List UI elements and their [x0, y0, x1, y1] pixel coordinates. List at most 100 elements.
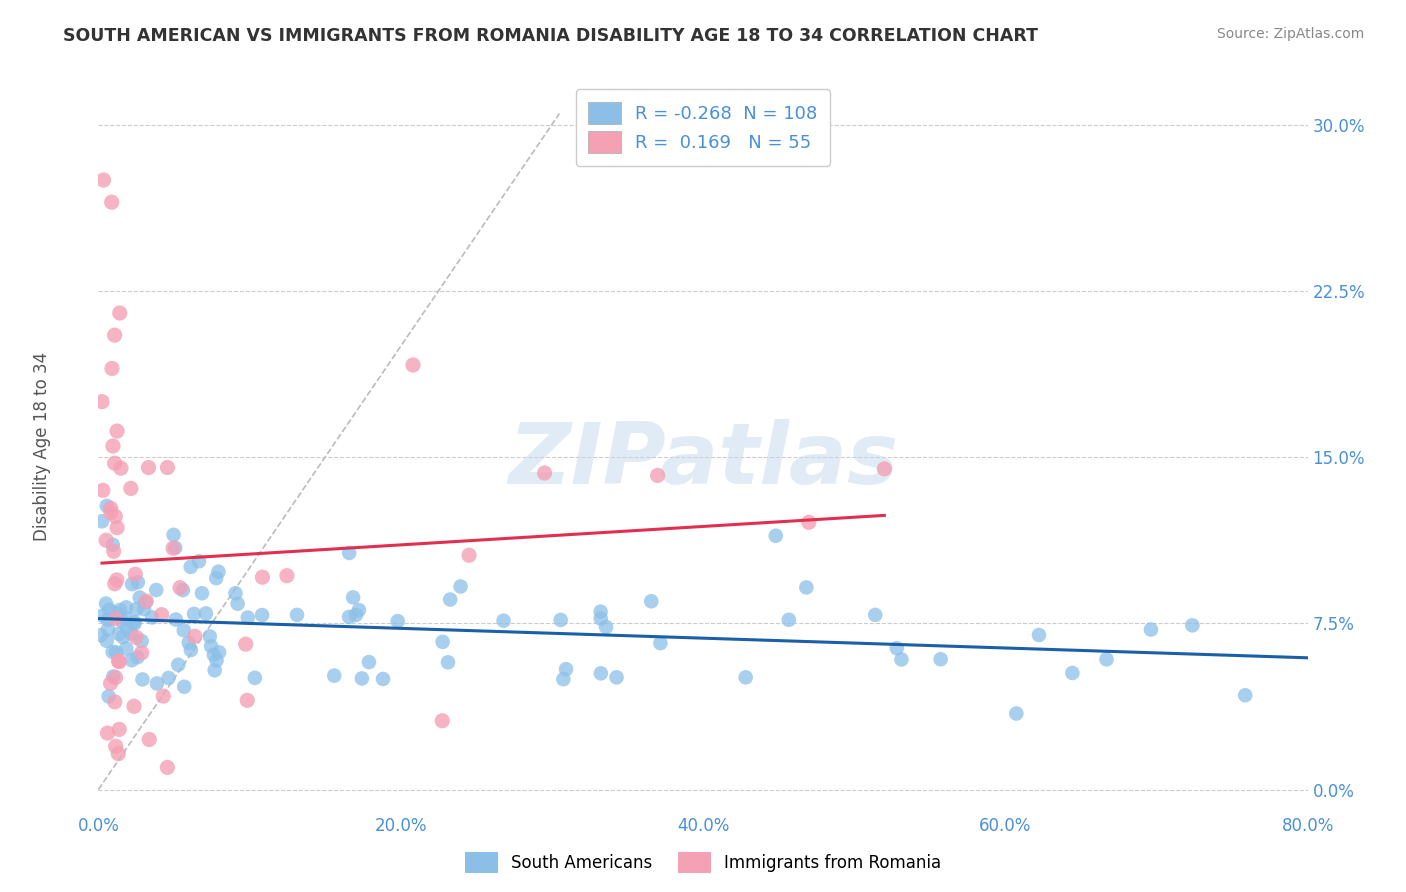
- Text: SOUTH AMERICAN VS IMMIGRANTS FROM ROMANIA DISABILITY AGE 18 TO 34 CORRELATION CH: SOUTH AMERICAN VS IMMIGRANTS FROM ROMANI…: [63, 27, 1038, 45]
- Point: [204, 663, 226, 677]
- Point: [97, 690, 120, 704]
- Point: [157, 671, 180, 685]
- Point: [180, 643, 202, 657]
- Point: [138, 460, 160, 475]
- Point: [606, 670, 628, 684]
- Point: [357, 655, 380, 669]
- Point: [131, 646, 153, 660]
- Point: [124, 567, 146, 582]
- Point: [104, 606, 127, 620]
- Point: [342, 591, 364, 605]
- Point: [165, 613, 187, 627]
- Point: [173, 680, 195, 694]
- Point: [134, 595, 156, 609]
- Point: [437, 656, 460, 670]
- Point: [127, 575, 149, 590]
- Point: [243, 671, 266, 685]
- Point: [121, 577, 143, 591]
- Point: [96, 726, 118, 740]
- Text: ZIPatlas: ZIPatlas: [508, 419, 898, 502]
- Point: [1140, 623, 1163, 637]
- Point: [120, 482, 142, 496]
- Point: [108, 655, 131, 669]
- Point: [225, 586, 247, 600]
- Point: [402, 358, 425, 372]
- Point: [1234, 688, 1257, 702]
- Point: [207, 565, 229, 579]
- Point: [865, 607, 887, 622]
- Point: [105, 424, 128, 438]
- Point: [589, 605, 612, 619]
- Point: [191, 586, 214, 600]
- Point: [105, 521, 128, 535]
- Point: [156, 760, 179, 774]
- Point: [104, 695, 127, 709]
- Point: [105, 645, 128, 659]
- Point: [101, 439, 124, 453]
- Point: [94, 533, 117, 548]
- Point: [108, 723, 131, 737]
- Point: [108, 603, 131, 617]
- Point: [101, 361, 124, 376]
- Point: [100, 195, 122, 210]
- Point: [458, 548, 481, 562]
- Point: [97, 622, 120, 636]
- Point: [94, 597, 117, 611]
- Point: [589, 666, 612, 681]
- Point: [202, 648, 225, 662]
- Point: [350, 672, 373, 686]
- Point: [167, 657, 190, 672]
- Point: [432, 635, 454, 649]
- Point: [873, 462, 896, 476]
- Legend: South Americans, Immigrants from Romania: South Americans, Immigrants from Romania: [458, 846, 948, 880]
- Point: [347, 603, 370, 617]
- Point: [96, 499, 118, 513]
- Point: [734, 670, 756, 684]
- Point: [96, 633, 118, 648]
- Point: [115, 600, 138, 615]
- Point: [235, 637, 257, 651]
- Point: [226, 597, 249, 611]
- Point: [125, 602, 148, 616]
- Point: [323, 668, 346, 682]
- Point: [105, 573, 128, 587]
- Point: [236, 610, 259, 624]
- Point: [124, 616, 146, 631]
- Point: [250, 608, 273, 623]
- Point: [595, 620, 617, 634]
- Point: [135, 594, 157, 608]
- Point: [890, 652, 912, 666]
- Point: [180, 559, 202, 574]
- Point: [194, 607, 217, 621]
- Point: [100, 506, 122, 520]
- Point: [344, 608, 367, 623]
- Text: Disability Age 18 to 34: Disability Age 18 to 34: [34, 351, 51, 541]
- Point: [156, 460, 179, 475]
- Point: [550, 613, 572, 627]
- Point: [173, 624, 195, 638]
- Point: [152, 689, 174, 703]
- Point: [104, 611, 127, 625]
- Point: [337, 546, 360, 560]
- Point: [162, 528, 184, 542]
- Point: [104, 670, 127, 684]
- Point: [276, 568, 298, 582]
- Point: [111, 630, 134, 644]
- Point: [91, 394, 114, 409]
- Point: [589, 612, 612, 626]
- Point: [103, 544, 125, 558]
- Text: Source: ZipAtlas.com: Source: ZipAtlas.com: [1216, 27, 1364, 41]
- Point: [183, 607, 205, 621]
- Point: [252, 570, 274, 584]
- Point: [108, 627, 131, 641]
- Point: [132, 602, 155, 616]
- Point: [165, 541, 187, 555]
- Point: [127, 650, 149, 665]
- Point: [236, 693, 259, 707]
- Point: [553, 672, 575, 686]
- Point: [1062, 665, 1084, 680]
- Point: [1005, 706, 1028, 721]
- Point: [640, 594, 662, 608]
- Point: [929, 652, 952, 666]
- Point: [886, 641, 908, 656]
